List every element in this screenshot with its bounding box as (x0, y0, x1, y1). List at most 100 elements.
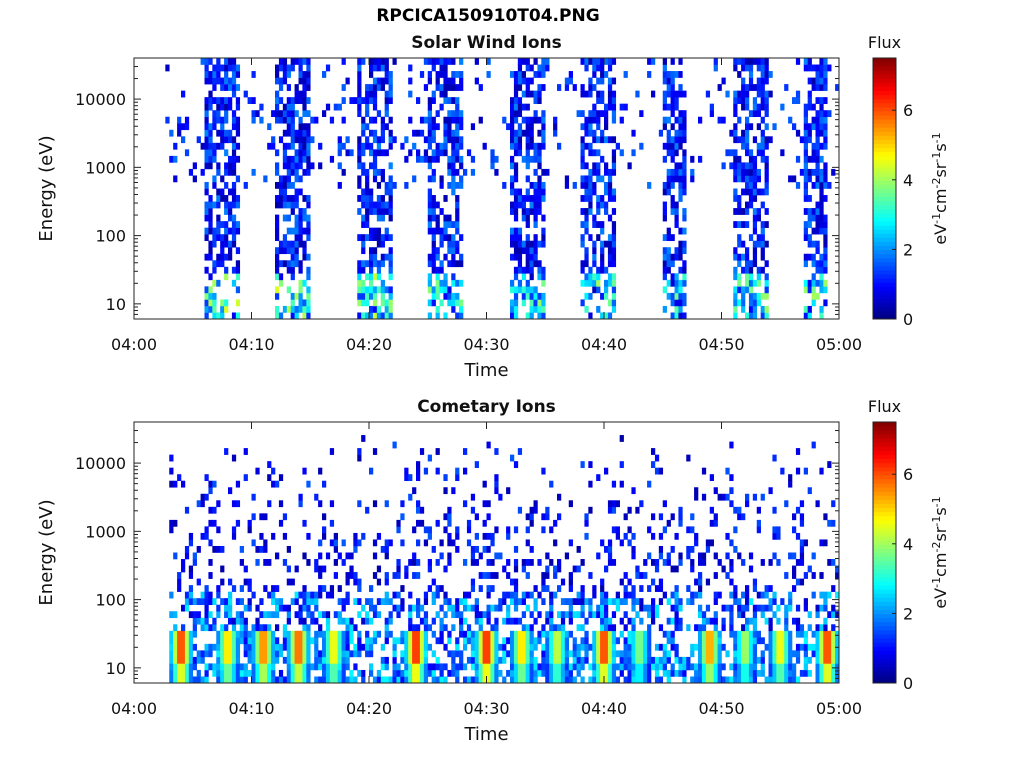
flux-cell (619, 656, 624, 664)
flux-cell (666, 617, 671, 625)
flux-cell (384, 591, 389, 599)
flux-cell (596, 643, 601, 651)
flux-cell (835, 572, 840, 579)
flux-cell (682, 656, 687, 664)
flux-cell (310, 598, 315, 605)
flux-cell (776, 669, 781, 677)
flux-cell (435, 214, 440, 222)
flux-cell (819, 97, 824, 104)
flux-cell (772, 532, 777, 540)
flux-cell (306, 312, 311, 320)
flux-cell (204, 149, 209, 157)
flux-cell (764, 676, 769, 684)
flux-cell (525, 195, 530, 202)
flux-cell (549, 611, 554, 619)
flux-cell (474, 58, 479, 65)
flux-cell (553, 637, 558, 645)
flux-cell (224, 64, 229, 72)
flux-cell (557, 637, 562, 645)
flux-cell (247, 650, 252, 658)
flux-cell (768, 598, 773, 605)
flux-cell (396, 572, 401, 579)
flux-cell (635, 611, 640, 619)
flux-cell (439, 260, 444, 268)
flux-cell (384, 624, 389, 632)
flux-cell (674, 604, 679, 612)
flux-cell (788, 669, 793, 677)
flux-cell (278, 110, 284, 118)
flux-cell (756, 90, 761, 98)
flux-cell (290, 110, 295, 118)
flux-cell (463, 500, 468, 508)
flux-cell (169, 663, 174, 671)
flux-cell (513, 110, 519, 118)
flux-cell (600, 630, 605, 638)
flux-cell (384, 64, 389, 72)
flux-cell (431, 676, 436, 684)
flux-cell (263, 663, 268, 671)
flux-cell (396, 676, 401, 684)
flux-cell (658, 676, 664, 684)
flux-cell (506, 591, 511, 599)
flux-cell (752, 110, 758, 118)
flux-cell (482, 643, 487, 651)
colorbar-tick-label: 6 (903, 465, 913, 484)
flux-cell (745, 175, 750, 183)
flux-cell (216, 188, 221, 196)
colorbar-step (873, 70, 896, 75)
flux-cell (815, 637, 820, 645)
flux-cell (803, 155, 808, 163)
flux-cell (529, 513, 534, 521)
flux-cell (196, 136, 201, 144)
flux-cell (803, 637, 808, 645)
flux-cell (349, 676, 354, 684)
flux-cell (513, 129, 519, 137)
flux-cell (827, 637, 832, 645)
flux-cell (376, 286, 382, 294)
flux-cell (823, 643, 828, 651)
flux-cell (486, 572, 491, 579)
flux-cell (745, 97, 750, 104)
flux-cell (709, 103, 714, 111)
flux-cell (607, 539, 613, 547)
colorbar-step (873, 426, 896, 431)
flux-cell (431, 247, 436, 255)
flux-cell (243, 578, 248, 586)
flux-cell (780, 637, 785, 645)
colorbar-step (873, 458, 896, 464)
flux-cell (369, 195, 374, 202)
flux-cell (615, 598, 620, 605)
flux-cell (541, 312, 546, 320)
flux-cell (463, 168, 468, 176)
flux-cell (795, 129, 801, 137)
flux-cell (412, 669, 417, 677)
flux-cell (282, 142, 288, 150)
flux-cell (756, 234, 761, 242)
flux-cell (196, 578, 201, 586)
flux-cell (200, 598, 205, 605)
flux-cell (564, 637, 570, 645)
flux-cell (427, 227, 432, 235)
flux-cell (423, 149, 429, 157)
flux-cell (545, 676, 550, 684)
flux-cell (231, 155, 237, 163)
flux-cell (235, 500, 241, 508)
flux-cell (181, 559, 186, 566)
flux-cell (600, 136, 605, 144)
flux-cell (228, 58, 233, 65)
flux-cell (298, 221, 303, 228)
colorbar-step (873, 139, 896, 145)
flux-cell (698, 650, 703, 658)
flux-cell (815, 136, 820, 144)
flux-cell (752, 624, 758, 632)
flux-cell (823, 637, 828, 645)
flux-cell (533, 656, 538, 664)
flux-cell (267, 630, 272, 638)
flux-cell (831, 604, 836, 612)
flux-cell (431, 545, 436, 553)
flux-cell (764, 136, 769, 144)
flux-cell (239, 663, 244, 671)
flux-cell (619, 578, 624, 586)
colorbar-title: Flux (868, 397, 901, 416)
flux-cell (541, 64, 546, 72)
